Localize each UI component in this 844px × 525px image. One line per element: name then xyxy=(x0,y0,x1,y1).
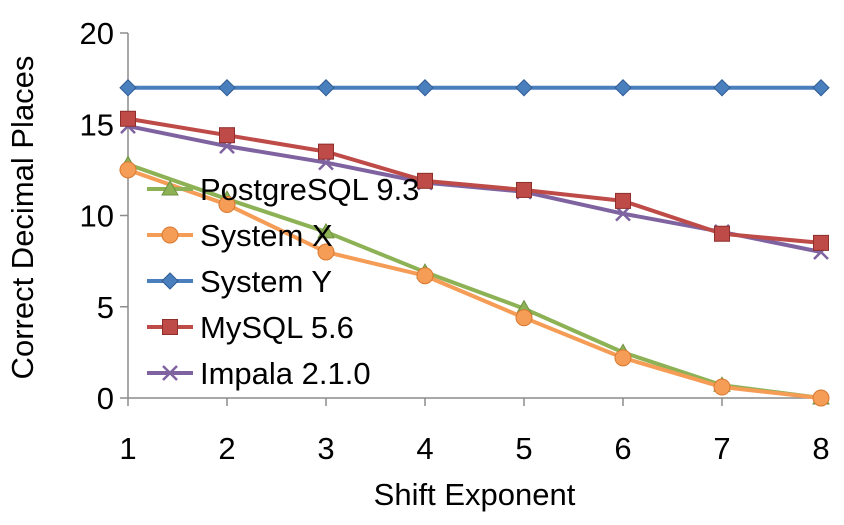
data-point-system-y xyxy=(218,79,236,97)
data-point-system-y xyxy=(317,79,335,97)
x-tick-label: 6 xyxy=(614,431,631,466)
data-point-mysql-5-6 xyxy=(516,181,532,198)
y-axis-title: Correct Decimal Places xyxy=(5,56,40,380)
data-point-mysql-5-6 xyxy=(615,192,631,209)
x-tick-label: 3 xyxy=(317,431,334,466)
data-point-mysql-5-6 xyxy=(714,225,730,242)
series-line-postgresql-9-3 xyxy=(127,162,822,400)
series-line-mysql-5-6 xyxy=(127,116,822,245)
data-point-system-x xyxy=(119,161,137,179)
data-point-system-x xyxy=(713,378,731,396)
legend-item-system-x: System X xyxy=(147,218,333,253)
x-tick-label: 7 xyxy=(713,431,730,466)
data-point-impala-2-1-0 xyxy=(615,205,631,222)
data-point-system-x xyxy=(317,243,335,261)
x-tick-label: 1 xyxy=(119,431,136,466)
data-point-system-y xyxy=(812,79,830,97)
x-tick-label: 5 xyxy=(515,431,532,466)
data-point-system-x xyxy=(812,389,830,407)
legend-item-mysql-5-6: MySQL 5.6 xyxy=(147,310,354,345)
legend-marker xyxy=(162,365,178,381)
y-tick-label: 10 xyxy=(80,199,114,234)
data-point-mysql-5-6 xyxy=(813,234,829,251)
legend-marker xyxy=(161,272,179,290)
series-line-system-x xyxy=(127,167,822,400)
legend-label: PostgreSQL 9.3 xyxy=(200,172,419,207)
legend-item-impala-2-1-0: Impala 2.1.0 xyxy=(147,356,371,391)
data-point-system-x xyxy=(515,309,533,327)
data-point-postgresql-9-3 xyxy=(317,222,335,239)
data-point-system-y xyxy=(713,79,731,97)
y-tick-label: 0 xyxy=(97,381,114,416)
legend-marker xyxy=(161,179,179,196)
legend-marker xyxy=(161,226,179,244)
data-point-system-x xyxy=(614,349,632,367)
legend-label: System X xyxy=(200,218,333,253)
x-tick-label: 4 xyxy=(416,431,433,466)
legend: PostgreSQL 9.3 System X System Y MySQL 5.6 I… xyxy=(147,172,419,391)
y-tick-label: 15 xyxy=(80,107,114,142)
series-system-y xyxy=(119,79,830,97)
x-tick-label: 2 xyxy=(218,431,235,466)
data-point-system-y xyxy=(416,79,434,97)
series-mysql-5-6 xyxy=(120,110,829,251)
data-point-system-y xyxy=(614,79,632,97)
data-point-mysql-5-6 xyxy=(417,172,433,189)
data-point-mysql-5-6 xyxy=(318,143,334,160)
data-point-mysql-5-6 xyxy=(219,127,235,144)
legend-marker xyxy=(162,319,178,335)
data-point-system-x xyxy=(218,196,236,214)
legend-item-postgresql-9-3: PostgreSQL 9.3 xyxy=(147,172,419,207)
axes: 0 5 10 15 20 1 2 3 4 5 6 7 8 xyxy=(80,16,830,466)
series-system-x xyxy=(119,161,830,407)
x-tick-label: 8 xyxy=(812,431,829,466)
data-point-system-y xyxy=(119,79,137,97)
y-tick-label: 20 xyxy=(80,16,114,51)
y-tick-label: 5 xyxy=(97,290,114,325)
legend-label: MySQL 5.6 xyxy=(200,310,354,345)
series-group xyxy=(119,79,830,407)
data-point-system-y xyxy=(515,79,533,97)
x-axis-title: Shift Exponent xyxy=(374,477,576,512)
data-point-mysql-5-6 xyxy=(120,110,136,127)
legend-label: Impala 2.1.0 xyxy=(200,356,371,391)
legend-item-system-y: System Y xyxy=(147,264,332,299)
legend-label: System Y xyxy=(200,264,332,299)
data-point-system-x xyxy=(416,267,434,285)
